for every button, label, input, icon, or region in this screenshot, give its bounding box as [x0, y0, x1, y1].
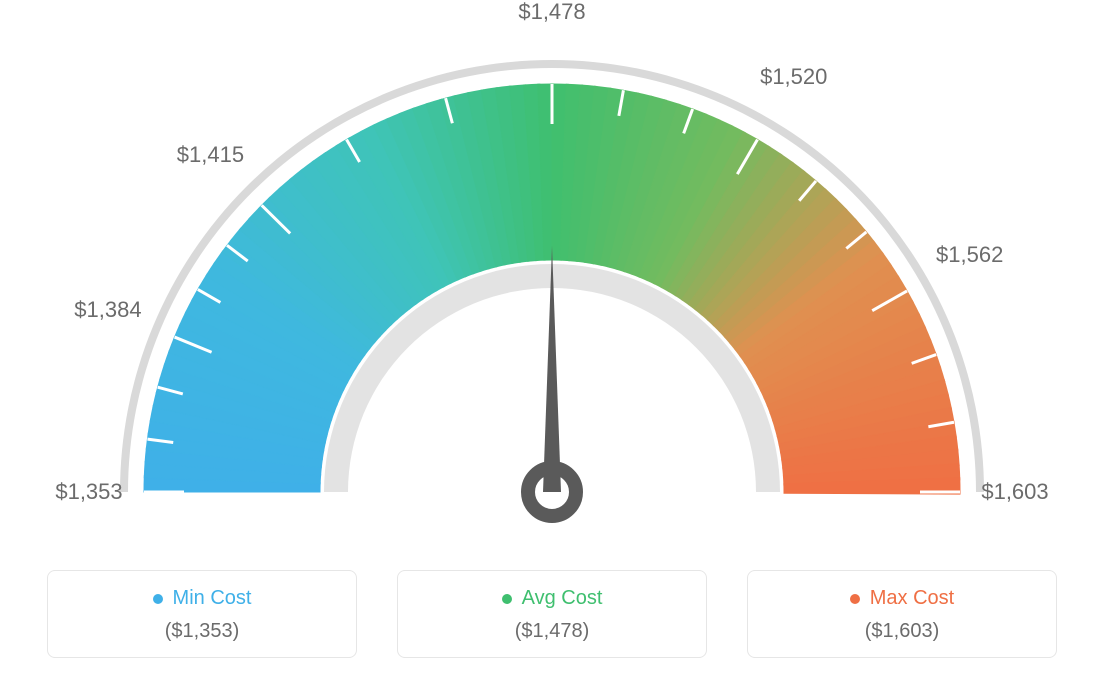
legend-title-max: Max Cost: [850, 587, 954, 610]
scale-label: $1,520: [760, 64, 827, 90]
cost-gauge-container: $1,353 $1,384 $1,415 $1,478 $1,520 $1,562 $1,6…: [0, 0, 1104, 690]
legend-label-avg: Avg Cost: [522, 587, 603, 610]
legend-value-max: ($1,603): [758, 620, 1046, 643]
scale-label: $1,562: [936, 242, 1003, 268]
scale-label: $1,384: [74, 297, 141, 323]
scale-label: $1,415: [177, 142, 244, 168]
dot-icon: [153, 594, 163, 604]
legend-value-avg: ($1,478): [408, 620, 696, 643]
legend-card-min: Min Cost ($1,353): [47, 570, 357, 658]
legend-card-max: Max Cost ($1,603): [747, 570, 1057, 658]
scale-label: $1,603: [981, 479, 1048, 505]
legend-row: Min Cost ($1,353) Avg Cost ($1,478) Max …: [0, 570, 1104, 658]
legend-label-max: Max Cost: [870, 587, 954, 610]
scale-label: $1,353: [55, 479, 122, 505]
gauge-chart: [0, 0, 1104, 560]
dot-icon: [502, 594, 512, 604]
dot-icon: [850, 594, 860, 604]
legend-title-avg: Avg Cost: [502, 587, 603, 610]
gauge-area: $1,353 $1,384 $1,415 $1,478 $1,520 $1,562 $1,6…: [0, 0, 1104, 560]
legend-title-min: Min Cost: [153, 587, 252, 610]
legend-label-min: Min Cost: [173, 587, 252, 610]
legend-card-avg: Avg Cost ($1,478): [397, 570, 707, 658]
legend-value-min: ($1,353): [58, 620, 346, 643]
scale-label: $1,478: [518, 0, 585, 25]
